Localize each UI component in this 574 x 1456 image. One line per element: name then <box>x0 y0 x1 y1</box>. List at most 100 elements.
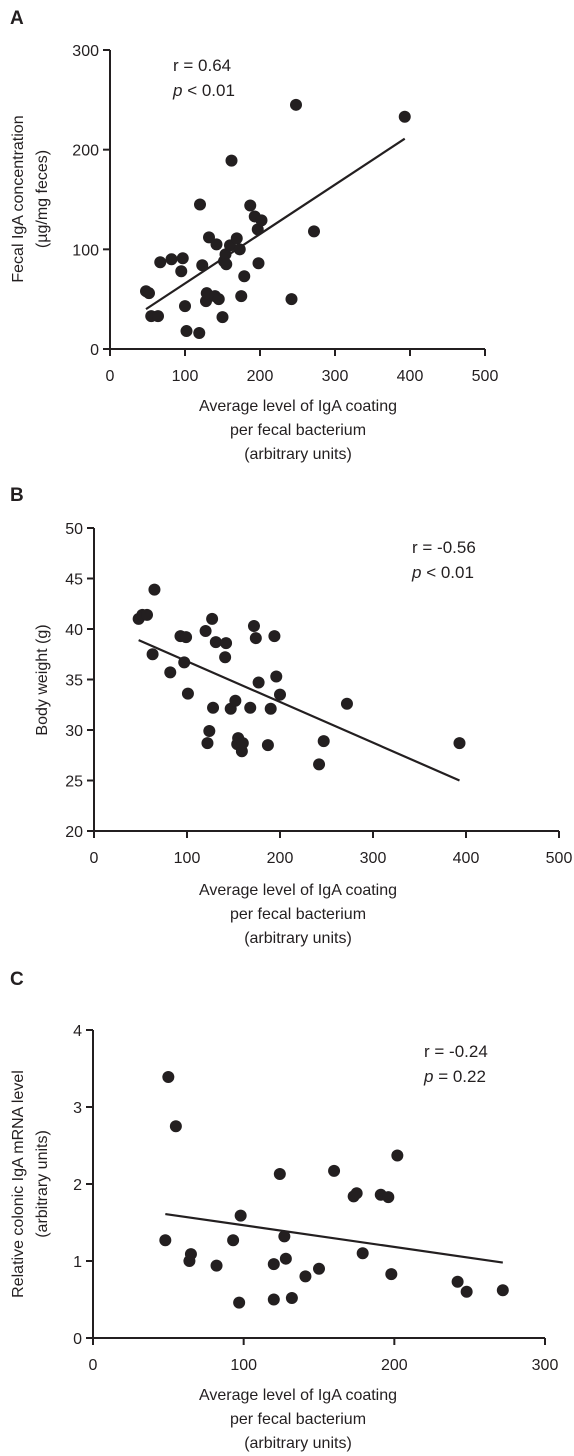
data-point <box>206 612 219 625</box>
data-point <box>278 1230 291 1243</box>
data-point <box>165 253 178 266</box>
correlation-r-label: r = 0.64 <box>173 56 231 75</box>
x-tick-label: 200 <box>381 1357 408 1374</box>
y-tick-label: 25 <box>65 774 83 791</box>
panel-c: C 0 1 2 3 4 0 100 200 300 Average level of IgA coa… <box>10 969 558 1452</box>
data-point <box>194 198 206 211</box>
x-tick-label: 300 <box>360 850 387 867</box>
x-tick-label: 0 <box>90 850 99 867</box>
y-axis-title-line: (µg/mg feces) <box>34 150 51 248</box>
data-point <box>264 702 277 715</box>
x-tick-label: 300 <box>322 368 349 385</box>
x-tick-label: 100 <box>230 1357 257 1374</box>
y-tick-label: 20 <box>65 824 83 841</box>
data-point <box>148 583 161 596</box>
data-point <box>267 1293 280 1306</box>
x-tick-label: 400 <box>453 850 480 867</box>
data-point <box>236 737 249 750</box>
data-point <box>252 257 265 270</box>
data-point <box>279 1252 292 1265</box>
y-tick-label: 40 <box>65 622 83 639</box>
data-point <box>146 648 159 661</box>
data-point <box>273 1167 286 1180</box>
data-point <box>179 300 191 313</box>
data-point <box>317 735 330 748</box>
p-symbol: p <box>423 1067 433 1086</box>
y-axis-title-line: Relative colonic IgA mRNA level <box>10 1070 27 1298</box>
data-point <box>268 630 281 643</box>
data-point <box>274 688 286 701</box>
data-point <box>244 199 257 212</box>
data-point <box>453 737 466 750</box>
x-axis-title-line: per fecal bacterium <box>230 1411 366 1428</box>
x-axis-title-line: (arbitrary units) <box>244 1435 352 1452</box>
x-tick-label: 300 <box>532 1357 559 1374</box>
data-point <box>180 325 193 338</box>
data-point <box>267 1258 280 1271</box>
data-point <box>252 676 265 689</box>
p-value-text: = 0.22 <box>433 1067 485 1086</box>
data-point <box>235 290 248 303</box>
y-tick-label: 0 <box>73 1331 82 1348</box>
data-point <box>196 259 209 272</box>
data-point <box>238 270 251 283</box>
data-point <box>175 265 188 278</box>
data-point <box>496 1284 509 1297</box>
data-point <box>169 1120 182 1133</box>
data-point <box>391 1149 404 1162</box>
y-tick-label: 200 <box>72 143 99 160</box>
p-symbol: p <box>172 81 182 100</box>
correlation-r-label: r = -0.24 <box>424 1042 488 1061</box>
data-point <box>270 670 283 683</box>
data-point <box>193 327 206 340</box>
x-tick-label: 400 <box>397 368 424 385</box>
data-point <box>285 1291 298 1304</box>
data-point <box>230 232 243 245</box>
data-point <box>216 311 229 324</box>
data-point <box>299 1270 312 1283</box>
y-tick-label: 100 <box>72 242 99 259</box>
x-tick-label: 0 <box>106 368 115 385</box>
data-point <box>212 293 225 306</box>
y-tick-label: 4 <box>73 1023 82 1040</box>
data-point <box>227 1234 240 1247</box>
data-point <box>229 694 242 707</box>
data-point <box>233 243 246 256</box>
y-tick-label: 30 <box>65 723 83 740</box>
x-axis-title-line: Average level of IgA coating <box>199 1387 397 1404</box>
p-symbol: p <box>411 563 421 582</box>
data-point <box>261 739 274 752</box>
data-point <box>313 758 326 771</box>
y-tick-label: 3 <box>73 1100 82 1117</box>
data-point <box>199 625 212 638</box>
data-point <box>141 608 154 621</box>
y-tick-label: 45 <box>65 572 83 589</box>
data-point <box>220 637 233 650</box>
data-point <box>234 1209 247 1222</box>
regression-line <box>138 639 460 782</box>
data-point <box>203 725 216 738</box>
data-point <box>219 651 232 664</box>
data-point <box>460 1285 473 1298</box>
data-point <box>398 110 411 123</box>
data-point <box>162 1070 175 1083</box>
y-tick-label: 35 <box>65 673 83 690</box>
data-point <box>356 1247 369 1260</box>
y-tick-label: 0 <box>90 342 99 359</box>
data-point <box>290 98 302 111</box>
x-tick-label: 200 <box>247 368 274 385</box>
x-axis-title-line: Average level of IgA coating <box>199 882 397 899</box>
y-axis-title-line: Fecal IgA concentration <box>10 115 27 282</box>
data-point <box>181 687 194 700</box>
panel-letter: A <box>10 8 24 29</box>
data-point <box>184 1248 197 1261</box>
data-point <box>328 1164 341 1177</box>
x-tick-label: 500 <box>546 850 573 867</box>
correlation-r-label: r = -0.56 <box>412 538 476 557</box>
y-axis-title-line: Body weight (g) <box>34 624 51 735</box>
data-point <box>233 1296 246 1309</box>
data-point <box>350 1187 363 1200</box>
data-point <box>152 310 164 323</box>
x-tick-label: 500 <box>472 368 499 385</box>
